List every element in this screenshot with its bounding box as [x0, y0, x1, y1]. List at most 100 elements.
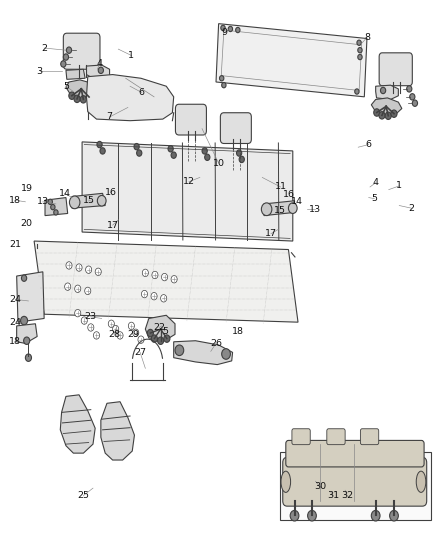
Circle shape [390, 110, 396, 117]
Circle shape [371, 511, 379, 521]
Circle shape [163, 335, 170, 342]
Circle shape [98, 67, 103, 74]
Polygon shape [17, 324, 37, 343]
Circle shape [356, 40, 360, 45]
Ellipse shape [280, 471, 290, 492]
Circle shape [86, 93, 92, 101]
Text: 13: 13 [37, 197, 49, 206]
Circle shape [97, 141, 102, 148]
Circle shape [409, 94, 414, 100]
Polygon shape [371, 98, 401, 115]
Text: 23: 23 [85, 312, 97, 321]
Circle shape [288, 203, 297, 214]
Ellipse shape [415, 471, 425, 492]
Circle shape [63, 54, 68, 60]
Circle shape [290, 511, 298, 521]
Circle shape [373, 109, 379, 116]
Text: 18: 18 [9, 337, 21, 346]
Text: 1: 1 [396, 181, 401, 190]
Text: 5: 5 [371, 194, 377, 203]
Circle shape [69, 92, 75, 99]
Circle shape [53, 210, 58, 215]
Polygon shape [82, 142, 292, 241]
Text: 21: 21 [9, 240, 21, 249]
Text: 5: 5 [63, 82, 69, 91]
Circle shape [66, 262, 72, 269]
Circle shape [132, 329, 138, 336]
Circle shape [220, 25, 225, 30]
Text: 14: 14 [59, 189, 71, 198]
Polygon shape [215, 23, 366, 97]
Text: 28: 28 [108, 330, 120, 339]
Text: 4: 4 [372, 178, 378, 187]
Text: 17: 17 [265, 229, 276, 238]
Text: 9: 9 [221, 28, 227, 37]
Circle shape [138, 336, 144, 343]
Circle shape [147, 329, 153, 337]
Circle shape [152, 271, 158, 279]
Text: 24: 24 [9, 295, 21, 304]
Text: 25: 25 [77, 491, 89, 500]
Polygon shape [86, 65, 110, 80]
FancyBboxPatch shape [220, 113, 251, 143]
Circle shape [168, 146, 173, 152]
Circle shape [161, 273, 167, 281]
Text: 13: 13 [308, 205, 320, 214]
Circle shape [142, 269, 148, 277]
Circle shape [157, 337, 163, 344]
Circle shape [357, 54, 361, 60]
Circle shape [74, 285, 81, 293]
Circle shape [380, 87, 385, 94]
FancyBboxPatch shape [378, 53, 411, 86]
Circle shape [357, 47, 361, 53]
Polygon shape [279, 452, 430, 520]
Circle shape [108, 320, 114, 327]
Circle shape [201, 148, 207, 154]
Circle shape [50, 205, 55, 210]
FancyBboxPatch shape [63, 33, 100, 69]
Circle shape [97, 196, 106, 206]
Text: 5: 5 [162, 327, 168, 336]
Circle shape [219, 76, 223, 81]
FancyBboxPatch shape [175, 104, 206, 135]
Circle shape [171, 276, 177, 283]
Text: 18: 18 [9, 196, 21, 205]
Circle shape [88, 324, 94, 331]
Circle shape [136, 150, 141, 156]
Circle shape [25, 354, 32, 361]
Circle shape [128, 322, 134, 329]
Polygon shape [86, 75, 173, 120]
Text: 22: 22 [153, 323, 165, 332]
FancyBboxPatch shape [282, 457, 426, 506]
Circle shape [95, 268, 101, 276]
Circle shape [354, 89, 358, 94]
Circle shape [69, 196, 80, 209]
Circle shape [261, 203, 271, 216]
Polygon shape [145, 316, 175, 340]
Text: 31: 31 [326, 491, 338, 500]
Polygon shape [66, 69, 85, 79]
Text: 15: 15 [82, 196, 95, 205]
Circle shape [307, 511, 316, 521]
Circle shape [151, 335, 157, 342]
Polygon shape [173, 341, 232, 365]
Text: 15: 15 [273, 206, 285, 215]
Circle shape [171, 152, 176, 158]
Text: 2: 2 [41, 44, 47, 53]
Text: 8: 8 [363, 33, 369, 42]
Circle shape [74, 95, 80, 102]
Circle shape [81, 317, 87, 324]
Circle shape [117, 332, 123, 339]
Text: 11: 11 [274, 182, 286, 191]
Text: 18: 18 [231, 327, 243, 336]
Circle shape [76, 264, 82, 271]
Circle shape [66, 47, 71, 53]
Circle shape [204, 154, 209, 160]
Circle shape [113, 325, 118, 333]
Circle shape [85, 266, 92, 273]
FancyBboxPatch shape [360, 429, 378, 445]
Text: 10: 10 [212, 159, 224, 167]
Circle shape [85, 287, 91, 295]
Polygon shape [17, 272, 44, 322]
Text: 3: 3 [37, 67, 43, 76]
